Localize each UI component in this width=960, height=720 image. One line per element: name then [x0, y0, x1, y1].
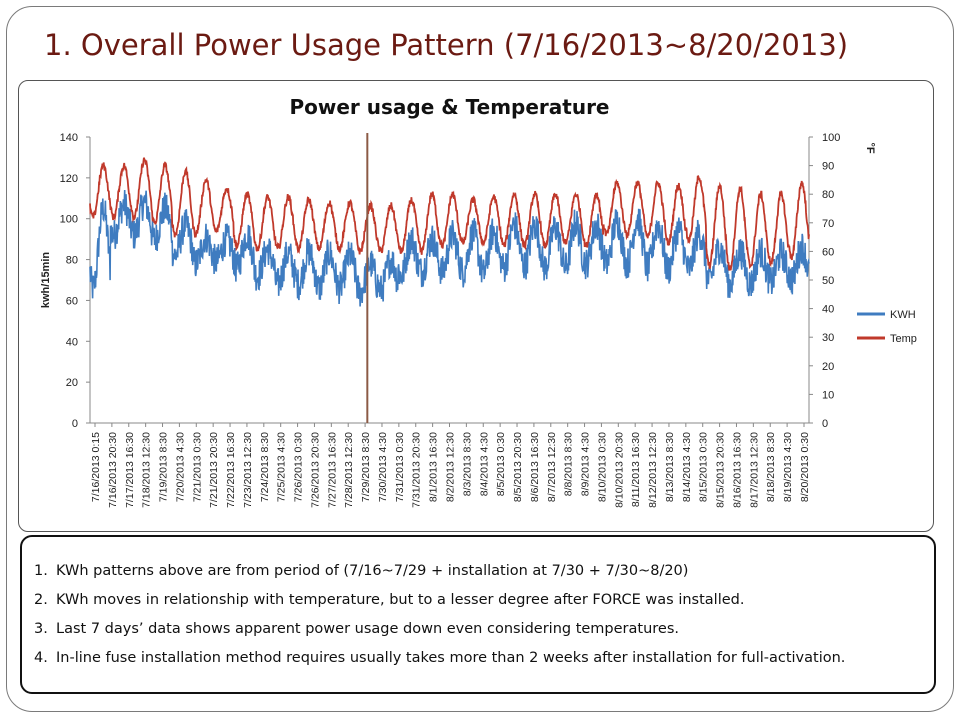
- x-tick-label: 8/18/2013 8:30: [765, 432, 777, 502]
- x-tick-label: 8/2/2013 12:30: [445, 432, 457, 502]
- y2-tick-label: 50: [822, 275, 834, 287]
- slide-title: 1. Overall Power Usage Pattern (7/16/201…: [44, 28, 849, 62]
- x-tick-label: 8/3/2013 8:30: [461, 432, 473, 496]
- x-tick-label: 7/26/2013 20:30: [309, 432, 321, 508]
- power-temperature-chart: Power usage & Temperature020406080100120…: [40, 95, 917, 508]
- x-tick-label: 8/19/2013 4:30: [782, 432, 794, 502]
- x-tick-label: 8/6/2013 16:30: [529, 432, 541, 502]
- note-item: 2. KWh moves in relationship with tempera…: [34, 593, 845, 608]
- x-tick-label: 8/16/2013 16:30: [731, 432, 743, 508]
- y-tick-label: 80: [66, 255, 78, 267]
- x-tick-label: 7/30/2013 4:30: [377, 432, 389, 502]
- x-tick-label: 8/4/2013 4:30: [478, 432, 490, 496]
- y2-tick-label: 80: [822, 189, 834, 201]
- y-axis-label: kwh/15min: [40, 252, 52, 309]
- x-tick-label: 8/14/2013 4:30: [681, 432, 693, 502]
- note-item: 4. In-line fuse installation method requi…: [34, 651, 845, 666]
- x-tick-label: 7/16/2013 0:15: [90, 432, 102, 502]
- x-tick-label: 8/12/2013 12:30: [647, 432, 659, 508]
- y2-axis-label: °F: [864, 142, 876, 153]
- x-tick-label: 8/9/2013 4:30: [580, 432, 592, 496]
- x-tick-label: 8/11/2013 16:30: [630, 432, 642, 507]
- x-tick-label: 8/8/2013 8:30: [563, 432, 575, 496]
- y2-tick-label: 60: [822, 246, 834, 258]
- y2-tick-label: 30: [822, 332, 834, 344]
- x-tick-label: 7/31/2013 20:30: [411, 432, 423, 508]
- y2-tick-label: 0: [822, 418, 828, 430]
- x-tick-label: 8/13/2013 8:30: [664, 432, 676, 502]
- series-line-temp: [89, 157, 810, 271]
- y-tick-label: 140: [60, 132, 78, 144]
- note-text: KWh patterns above are from period of (7…: [56, 563, 689, 579]
- legend-label-kwh: KWH: [890, 309, 916, 321]
- y-tick-label: 120: [60, 173, 78, 185]
- x-tick-label: 8/10/2013 20:30: [613, 432, 625, 508]
- y2-tick-label: 70: [822, 218, 834, 230]
- x-tick-label: 8/15/2013 20:30: [715, 432, 727, 508]
- x-tick-label: 7/16/2013 20:30: [107, 432, 119, 508]
- y2-tick-label: 40: [822, 304, 834, 316]
- x-tick-label: 7/22/2013 16:30: [225, 432, 237, 508]
- x-tick-label: 7/21/2013 0:30: [191, 432, 203, 502]
- note-number: 1.: [34, 563, 48, 579]
- x-tick-label: 7/19/2013 8:30: [158, 432, 170, 502]
- note-text: Last 7 days’ data shows apparent power u…: [56, 621, 680, 637]
- x-tick-label: 7/28/2013 12:30: [343, 432, 355, 508]
- note-item: 3. Last 7 days’ data shows apparent power…: [34, 622, 845, 637]
- chart-title: Power usage & Temperature: [289, 95, 609, 119]
- note-number: 4.: [34, 650, 48, 666]
- x-tick-label: 7/17/2013 16:30: [124, 432, 136, 508]
- x-tick-label: 7/20/2013 4:30: [174, 432, 186, 502]
- x-tick-label: 8/5/2013 0:30: [495, 432, 507, 496]
- x-tick-label: 8/5/2013 20:30: [512, 432, 524, 502]
- x-tick-label: 7/26/2013 0:30: [293, 432, 305, 502]
- y2-tick-label: 10: [822, 389, 834, 401]
- notes-list: 1. KWh patterns above are from period of …: [34, 564, 845, 680]
- y2-tick-label: 20: [822, 361, 834, 373]
- y2-tick-label: 100: [822, 132, 840, 144]
- notes-panel: 1. KWh patterns above are from period of …: [20, 535, 936, 694]
- y-tick-label: 0: [72, 418, 78, 430]
- x-tick-label: 7/21/2013 20:30: [208, 432, 220, 508]
- note-item: 1. KWh patterns above are from period of …: [34, 564, 845, 579]
- x-tick-label: 8/1/2013 16:30: [428, 432, 440, 502]
- x-tick-label: 8/10/2013 0:30: [596, 432, 608, 502]
- x-tick-label: 7/31/2013 0:30: [394, 432, 406, 502]
- chart-panel: Power usage & Temperature 0 20 40 60 80 100 120…: [18, 80, 934, 532]
- note-number: 2.: [34, 592, 48, 608]
- x-tick-label: 7/23/2013 12:30: [242, 432, 254, 508]
- x-tick-label: 8/7/2013 12:30: [546, 432, 558, 502]
- note-number: 3.: [34, 621, 48, 637]
- x-tick-label: 8/20/2013 0:30: [799, 432, 811, 502]
- x-tick-label: 7/27/2013 16:30: [326, 432, 338, 508]
- legend-label-temp: Temp: [890, 333, 917, 345]
- y-tick-label: 100: [60, 214, 78, 226]
- x-tick-label: 8/15/2013 0:30: [698, 432, 710, 502]
- y2-tick-label: 90: [822, 161, 834, 173]
- y-tick-label: 60: [66, 295, 78, 307]
- x-tick-label: 7/29/2013 8:30: [360, 432, 372, 502]
- x-tick-label: 7/25/2013 4:30: [276, 432, 288, 502]
- y-tick-label: 20: [66, 377, 78, 389]
- note-text: KWh moves in relationship with temperatu…: [56, 592, 745, 608]
- series-line-kwh: [89, 189, 810, 307]
- note-text: In-line fuse installation method require…: [56, 650, 846, 666]
- x-tick-label: 8/17/2013 12:30: [748, 432, 760, 508]
- x-tick-label: 7/18/2013 12:30: [141, 432, 153, 508]
- y-tick-label: 40: [66, 336, 78, 348]
- x-tick-label: 7/24/2013 8:30: [259, 432, 271, 502]
